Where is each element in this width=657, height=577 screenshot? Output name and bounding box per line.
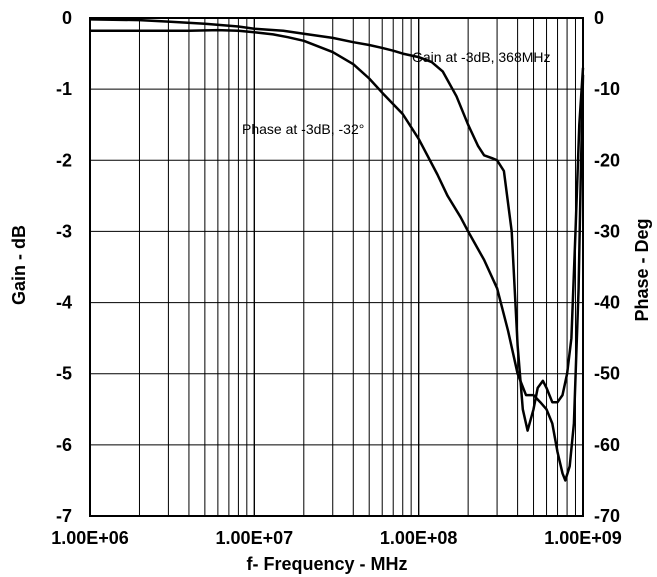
y-left-tick-label: -7 — [56, 506, 72, 526]
tick-labels: 1.00E+06 1.00E+07 1.00E+08 1.00E+09 0 -1 -2 -3 -… — [51, 8, 622, 548]
y-axis-label-left: Gain - dB — [9, 225, 29, 305]
y-left-tick-label: -1 — [56, 79, 72, 99]
x-tick-label: 1.00E+08 — [380, 528, 458, 548]
gain-annotation: Gain at -3dB, 368MHz — [412, 49, 551, 65]
x-tick-label: 1.00E+06 — [51, 528, 129, 548]
x-tick-label: 1.00E+09 — [544, 528, 622, 548]
grid — [89, 17, 584, 517]
y-right-tick-label: -60 — [594, 435, 620, 455]
x-axis-label: f- Frequency - MHz — [246, 554, 407, 574]
gain-series-line — [89, 18, 585, 432]
y-left-tick-label: -3 — [56, 221, 72, 241]
y-right-tick-label: -20 — [594, 150, 620, 170]
y-left-tick-label: -6 — [56, 435, 72, 455]
y-right-tick-label: -50 — [594, 364, 620, 384]
x-tick-label: 1.00E+07 — [216, 528, 294, 548]
y-left-tick-label: -5 — [56, 364, 72, 384]
y-left-tick-label: 0 — [62, 8, 72, 28]
phase-annotation: Phase at -3dB, -32° — [242, 121, 364, 137]
plot-frame — [89, 17, 584, 517]
y-right-tick-label: 0 — [594, 8, 604, 28]
y-axis-label-right: Phase - Deg — [632, 218, 652, 321]
y-right-tick-label: -40 — [594, 293, 620, 313]
series-group — [89, 18, 585, 482]
y-right-tick-label: -10 — [594, 79, 620, 99]
y-left-tick-label: -4 — [56, 293, 72, 313]
y-left-tick-label: -2 — [56, 150, 72, 170]
y-right-tick-label: -30 — [594, 221, 620, 241]
y-right-tick-label: -70 — [594, 506, 620, 526]
phase-series-line — [90, 28, 585, 482]
